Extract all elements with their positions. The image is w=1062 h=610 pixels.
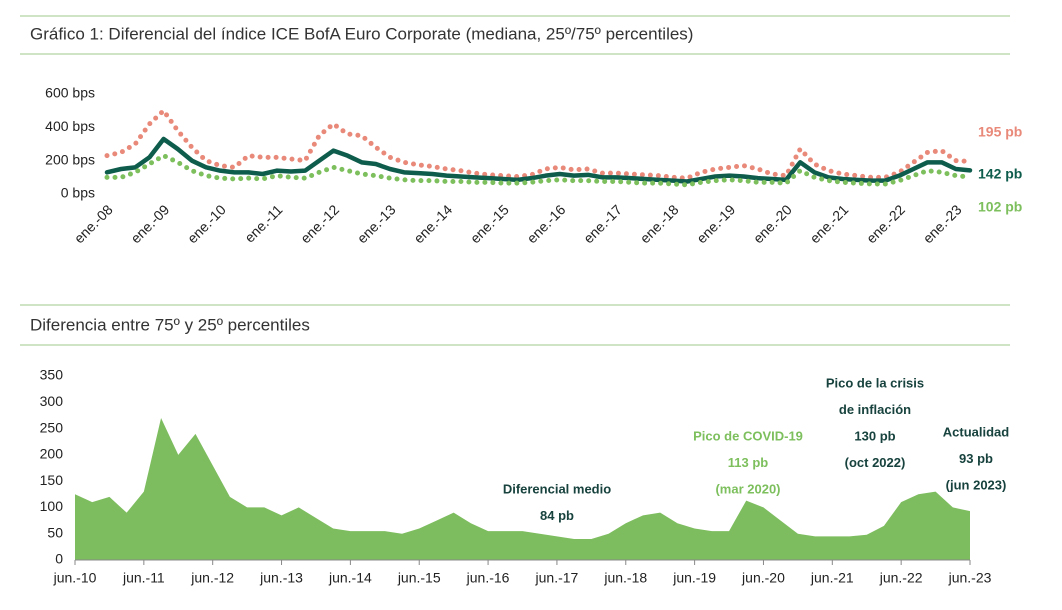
- x-tick-label: ene.-10: [184, 201, 229, 246]
- y-tick-label: 150: [40, 472, 64, 488]
- x-tick-label: ene.-12: [297, 201, 342, 246]
- annotation: (jun 2023): [946, 477, 1007, 492]
- x-tick-label: ene.-19: [693, 201, 738, 246]
- x-tick-label: ene.-18: [637, 201, 682, 246]
- annotation: Pico de la crisis: [826, 375, 924, 390]
- y-tick-label: 300: [40, 393, 64, 409]
- chart-title: Gráfico 1: Diferencial del índice ICE Bo…: [30, 24, 693, 43]
- x-tick-label: ene.-23: [920, 201, 965, 246]
- y-tick-label: 200: [40, 446, 64, 462]
- x-tick-label: jun.-18: [603, 570, 647, 586]
- x-tick-label: ene.-13: [354, 201, 399, 246]
- y-tick-label: 0 bps: [61, 185, 95, 201]
- x-tick-label: jun.-22: [879, 570, 923, 586]
- x-tick-label: jun.-12: [190, 570, 234, 586]
- x-tick-label: jun.-17: [535, 570, 579, 586]
- x-tick-label: ene.-16: [524, 201, 569, 246]
- x-tick-label: ene.-08: [71, 201, 116, 246]
- y-tick-label: 250: [40, 419, 64, 435]
- annotation: (mar 2020): [715, 481, 780, 496]
- x-tick-label: jun.-19: [672, 570, 716, 586]
- end-label: 102 pb: [978, 199, 1022, 215]
- x-tick-label: jun.-11: [122, 570, 165, 586]
- x-tick-label: jun.-23: [948, 570, 992, 586]
- chart-title: Diferencia entre 75º y 25º percentiles: [30, 315, 310, 334]
- annotation: Diferencial medio: [503, 481, 611, 496]
- annotation: 84 pb: [540, 508, 574, 523]
- annotation: 130 pb: [854, 428, 895, 443]
- x-tick-label: ene.-21: [807, 201, 852, 246]
- x-tick-label: jun.-15: [397, 570, 441, 586]
- area: [75, 418, 970, 560]
- series-line: [104, 108, 973, 181]
- x-tick-label: ene.-20: [750, 201, 795, 246]
- x-tick-label: ene.-17: [580, 201, 625, 246]
- annotation: Actualidad: [943, 424, 1010, 439]
- annotation: Pico de COVID-19: [693, 428, 803, 443]
- end-label: 195 pb: [978, 124, 1022, 140]
- x-tick-label: ene.-14: [410, 201, 455, 246]
- y-tick-label: 50: [47, 524, 63, 540]
- annotation: 113 pb: [728, 455, 769, 470]
- y-tick-label: 400 bps: [45, 118, 95, 134]
- y-tick-label: 0: [55, 551, 63, 567]
- series-line: [104, 136, 973, 184]
- x-tick-label: jun.-13: [259, 570, 303, 586]
- series-line: [104, 153, 973, 188]
- x-tick-label: jun.-21: [810, 570, 854, 586]
- x-tick-label: ene.-22: [863, 201, 908, 246]
- annotation: 93 pb: [959, 451, 993, 466]
- x-tick-label: jun.-14: [328, 570, 372, 586]
- annotation: de inflación: [839, 402, 911, 417]
- y-tick-label: 200 bps: [45, 151, 95, 167]
- x-tick-label: jun.-16: [466, 570, 510, 586]
- end-label: 142 pb: [978, 166, 1022, 182]
- y-tick-label: 600 bps: [45, 85, 95, 101]
- x-tick-label: jun.-20: [741, 570, 785, 586]
- y-tick-label: 100: [40, 498, 64, 514]
- y-tick-label: 350: [40, 367, 64, 383]
- x-tick-label: ene.-09: [127, 201, 172, 246]
- x-tick-label: ene.-11: [241, 201, 285, 245]
- x-tick-label: jun.-10: [53, 570, 97, 586]
- annotation: (oct 2022): [845, 455, 906, 470]
- x-tick-label: ene.-15: [467, 201, 512, 246]
